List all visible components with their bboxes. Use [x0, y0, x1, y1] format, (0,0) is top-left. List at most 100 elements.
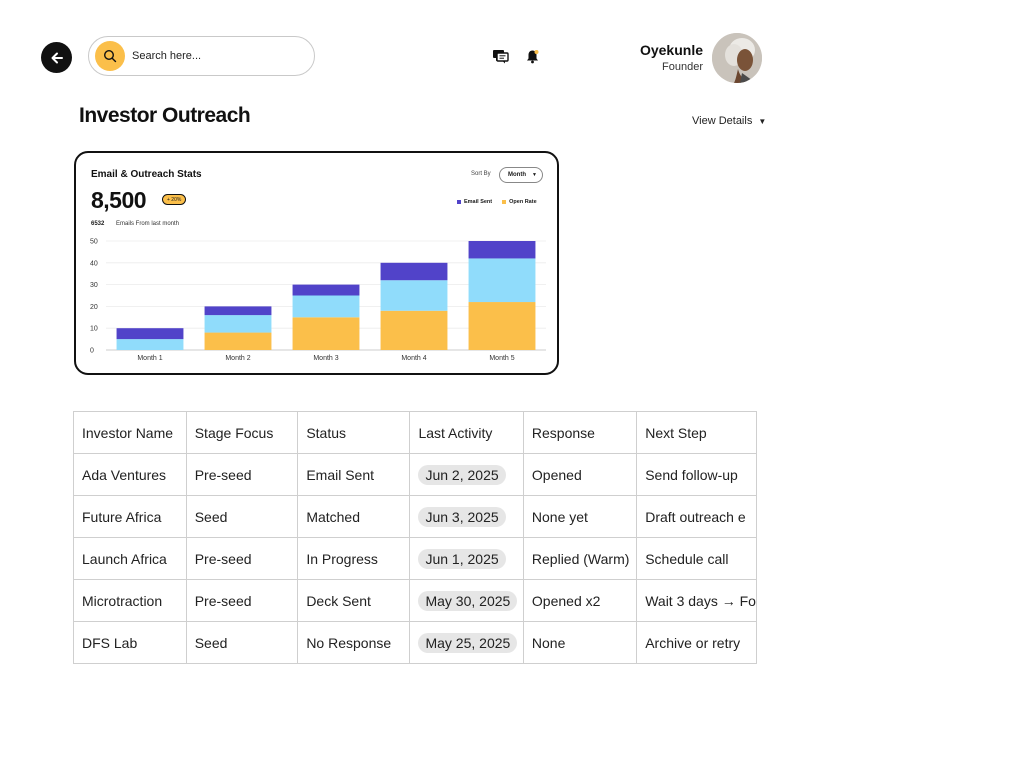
bar-segment: [204, 332, 272, 350]
column-header: Last Activity: [409, 411, 524, 454]
avatar[interactable]: [712, 33, 762, 83]
chevron-down-icon: ▼: [532, 172, 537, 178]
legend-label: Open Rate: [509, 199, 537, 205]
bar-segment: [292, 317, 360, 350]
total-emails: 8,500: [91, 187, 147, 213]
table-cell: Schedule call: [636, 537, 757, 580]
bar-segment: [380, 262, 448, 281]
date-pill: Jun 2, 2025: [418, 464, 506, 485]
search-icon[interactable]: [95, 41, 125, 71]
date-pill: Jun 1, 2025: [418, 548, 506, 569]
bar-segment: [116, 328, 184, 340]
table-cell: Pre-seed: [185, 579, 299, 622]
date-pill: Jun 3, 2025: [418, 506, 506, 527]
column-header: Stage Focus: [185, 411, 299, 454]
table-cell: Future Africa: [73, 495, 187, 538]
bar-segment: [468, 302, 536, 350]
y-tick-label: 20: [90, 304, 98, 311]
user-name: Oyekunle: [639, 42, 703, 58]
y-tick-label: 40: [90, 260, 98, 267]
card-title: Email & Outreach Stats: [91, 169, 202, 180]
table-row[interactable]: DFS Lab Seed No Response May 25, 2025 None Ar…: [73, 621, 757, 664]
search-input[interactable]: [132, 50, 302, 62]
table-row[interactable]: Future Africa Seed Matched Jun 3, 2025 None …: [73, 495, 757, 538]
table-cell: Microtraction: [73, 579, 187, 622]
view-details-dropdown[interactable]: View Details ▼: [692, 115, 766, 127]
legend-item: Open Rate: [502, 199, 537, 205]
bar-segment: [468, 258, 536, 303]
column-header: Response: [522, 411, 638, 454]
bar-segment: [292, 284, 360, 296]
table-cell: Jun 3, 2025: [409, 495, 524, 538]
bar-segment: [380, 280, 448, 311]
email-outreach-stats-card: Email & Outreach Stats Sort By Month ▼ 8…: [74, 151, 559, 375]
bar-segment: [116, 339, 184, 350]
table-cell: Pre-seed: [185, 537, 299, 580]
x-tick-label: Month 2: [225, 355, 250, 362]
sort-select[interactable]: Month ▼: [499, 167, 543, 183]
table-cell: Pre-seed: [185, 453, 299, 496]
caret-down-icon: ▼: [758, 116, 767, 126]
investor-table-container: Investor Name Stage Focus Status Last Activ…: [73, 411, 757, 664]
x-tick-label: Month 4: [401, 355, 426, 362]
bar-segment: [292, 295, 360, 318]
y-tick-label: 0: [90, 348, 94, 355]
legend-swatch: [502, 200, 507, 204]
last-month-count: 6532: [91, 221, 105, 227]
chat-icon[interactable]: [491, 47, 509, 65]
chart-legend: Email Sent Open Rate: [457, 199, 537, 205]
table-cell: Launch Africa: [73, 537, 187, 580]
table-cell: Seed: [185, 621, 299, 664]
table-cell: Send follow-up: [636, 453, 757, 496]
table-cell: Email Sent: [297, 453, 411, 496]
table-cell: Draft outreach e: [636, 495, 757, 538]
search-bar[interactable]: [88, 36, 315, 76]
date-pill: May 25, 2025: [418, 632, 518, 653]
investor-table: Investor Name Stage Focus Status Last Activ…: [73, 411, 757, 664]
table-cell: Ada Ventures: [73, 453, 187, 496]
table-cell: Seed: [185, 495, 299, 538]
page-title: Investor Outreach: [79, 104, 251, 127]
table-cell: Opened x2: [522, 579, 638, 622]
user-role: Founder: [662, 61, 703, 73]
column-header: Investor Name: [73, 411, 187, 454]
last-month-label: Emails From last month: [116, 221, 180, 227]
column-header: Next Step: [636, 411, 757, 454]
bar-segment: [204, 306, 272, 316]
view-details-label: View Details: [692, 115, 753, 127]
legend-item: Email Sent: [457, 199, 492, 205]
column-header: Status: [297, 411, 411, 454]
stacked-bar-chart: 0 10 20 30 40 50 Month 1 Month 2 Month 3 Month 4 M…: [90, 239, 546, 362]
table-cell: None: [522, 621, 638, 664]
table-cell: Jun 1, 2025: [409, 537, 524, 580]
table-cell: In Progress: [297, 537, 411, 580]
bar-segment: [204, 315, 272, 333]
table-cell: Matched: [297, 495, 411, 538]
x-tick-label: Month 1: [137, 355, 162, 362]
y-tick-label: 30: [90, 282, 98, 289]
table-cell: DFS Lab: [73, 621, 187, 664]
bar-segment: [380, 310, 448, 350]
back-arrow-icon: [51, 52, 63, 63]
date-pill: May 30, 2025: [418, 590, 518, 611]
table-cell: None yet: [522, 495, 638, 538]
bell-icon[interactable]: [523, 47, 541, 65]
sort-value: Month: [508, 172, 526, 178]
table-row[interactable]: Ada Ventures Pre-seed Email Sent Jun 2, 202…: [73, 453, 757, 496]
table-cell: Opened: [522, 453, 638, 496]
table-row[interactable]: Launch Africa Pre-seed In Progress Jun 1, 2…: [73, 537, 757, 580]
legend-label: Email Sent: [464, 199, 493, 205]
table-header-row: Investor Name Stage Focus Status Last Activ…: [73, 411, 757, 454]
growth-badge: + 20%: [162, 194, 187, 205]
table-cell: No Response: [297, 621, 411, 664]
table-row[interactable]: Microtraction Pre-seed Deck Sent May 30, 20…: [73, 579, 757, 622]
table-cell: Replied (Warm): [522, 537, 638, 580]
y-tick-label: 10: [90, 326, 98, 333]
x-tick-label: Month 5: [489, 355, 514, 362]
x-tick-label: Month 3: [313, 355, 338, 362]
table-cell: Deck Sent: [297, 579, 411, 622]
bar-segment: [468, 241, 536, 259]
back-button[interactable]: [41, 42, 72, 73]
y-tick-label: 50: [90, 239, 98, 246]
legend-swatch: [457, 200, 461, 204]
